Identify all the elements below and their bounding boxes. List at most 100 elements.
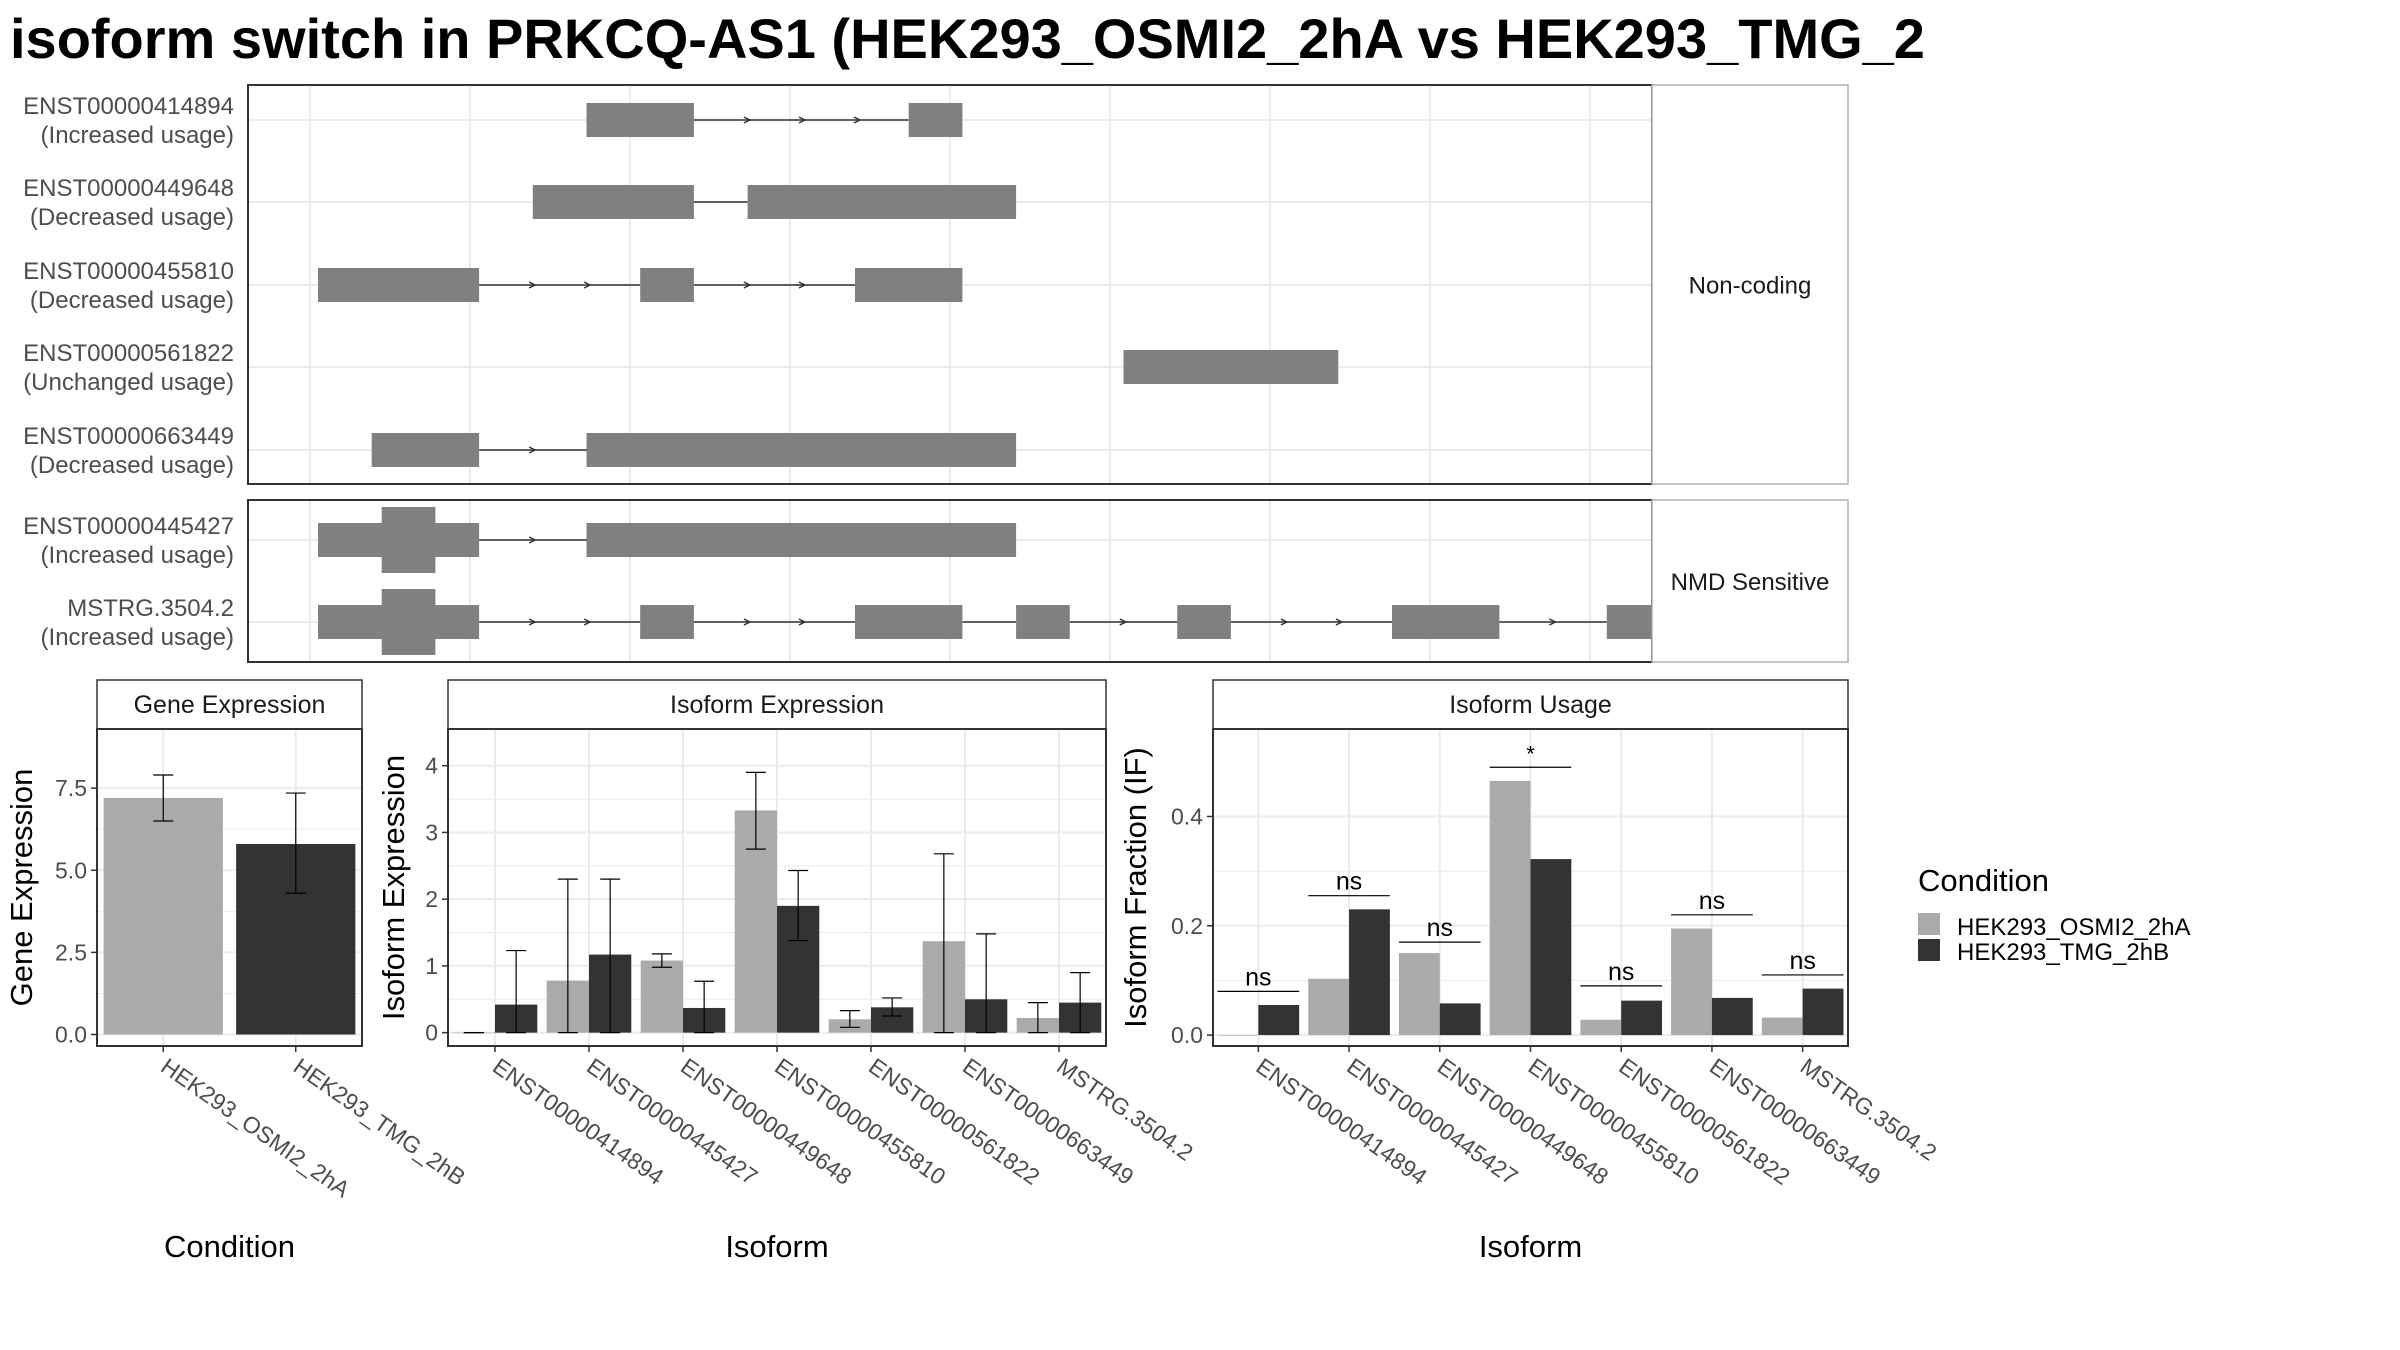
- panel-strip: [1212, 679, 1849, 730]
- bar-cond1: [1580, 1019, 1622, 1036]
- x-axis-title: Condition: [164, 1229, 295, 1264]
- structure-strip: [1651, 499, 1849, 663]
- intron-arrow: [798, 618, 807, 626]
- y-axis-title: Isoform Fraction (IF): [1118, 747, 1153, 1028]
- transcript-id-label: MSTRG.3504.2: [67, 595, 234, 622]
- cds-block: [381, 589, 436, 655]
- exon-block: [908, 103, 963, 137]
- structure-strip-label: NMD Sensitive: [1671, 569, 1830, 596]
- cds-block: [381, 507, 436, 573]
- intron-arrow: [1119, 618, 1128, 626]
- significance-label: ns: [1336, 868, 1362, 896]
- y-tick-label: 5.0: [55, 857, 87, 883]
- transcript-id-label: ENST00000455810: [23, 258, 234, 285]
- intron-arrow: [528, 446, 537, 454]
- y-tick-label: 0.0: [55, 1022, 87, 1048]
- error-bar: [882, 997, 903, 1017]
- exon-block: [747, 185, 1017, 219]
- panel-title: Gene Expression: [134, 691, 326, 719]
- error-bar: [1070, 971, 1091, 1034]
- bar-cond2: [1802, 988, 1844, 1036]
- exon-block: [1392, 605, 1500, 639]
- y-tick-label: 2: [425, 886, 438, 912]
- intron-arrow: [853, 116, 862, 124]
- error-bar: [557, 878, 578, 1034]
- transcript-ENST00000561822: ENST00000561822(Unchanged usage): [23, 340, 1339, 396]
- x-axis-title: Isoform: [1479, 1229, 1582, 1264]
- transcript-usage-label: (Unchanged usage): [23, 369, 234, 396]
- intron-arrow: [583, 618, 592, 626]
- legend-title: Condition: [1918, 863, 2049, 898]
- exon-block: [855, 605, 963, 639]
- intron-arrow: [528, 281, 537, 289]
- bar-cond1: [1761, 1017, 1803, 1036]
- y-tick-label: 2.5: [55, 939, 87, 965]
- intron-arrow: [1280, 618, 1289, 626]
- structure-group-0: ENST00000414894(Increased usage) ENST0000…: [23, 84, 1849, 485]
- panel-strip: [447, 679, 1107, 730]
- significance-label: *: [1526, 741, 1535, 766]
- structure-group-1: ENST00000445427(Increased usage) MSTRG.35…: [23, 499, 1849, 663]
- intron-arrow: [743, 116, 752, 124]
- bar-cond2: [1439, 1003, 1481, 1036]
- significance-label: ns: [1245, 963, 1271, 991]
- structure-strip: [1651, 84, 1849, 485]
- x-tick-label: ENST00000414894: [488, 1053, 669, 1190]
- significance-label: ns: [1699, 887, 1725, 915]
- error-bar: [976, 933, 997, 1034]
- transcript-usage-label: (Increased usage): [41, 542, 234, 569]
- x-axis-title: Isoform: [725, 1229, 828, 1264]
- bar-cond2: [1530, 859, 1572, 1036]
- y-tick-label: 4: [425, 753, 438, 779]
- y-tick-label: 1: [425, 953, 438, 979]
- panel-title: Isoform Expression: [670, 691, 884, 719]
- intron-arrow: [743, 618, 752, 626]
- error-bar: [506, 949, 527, 1034]
- legend-entry-cond1: HEK293_OSMI2_2hA: [1957, 914, 2190, 941]
- transcript-usage-label: (Decreased usage): [30, 287, 234, 314]
- transcript-id-label: ENST00000414894: [23, 93, 234, 120]
- exon-block: [1016, 605, 1070, 639]
- bar-cond2: [1711, 997, 1753, 1036]
- error-bar: [1027, 1002, 1048, 1034]
- error-bar: [600, 878, 621, 1034]
- bar-cond1: [1217, 1035, 1259, 1036]
- y-axis-title: Isoform Expression: [376, 755, 411, 1020]
- exon-block: [855, 268, 963, 302]
- significance-label: ns: [1427, 914, 1453, 942]
- significance-label: ns: [1608, 958, 1634, 986]
- error-bar: [745, 771, 766, 850]
- transcript-ENST00000455810: ENST00000455810(Decreased usage): [23, 258, 963, 314]
- legend-swatch-cond2: [1918, 939, 1940, 961]
- intron-arrow: [798, 281, 807, 289]
- structure-strip-label: Non-coding: [1689, 273, 1812, 300]
- intron-arrow: [528, 536, 537, 544]
- panel-title: Isoform Usage: [1449, 691, 1612, 719]
- transcript-usage-label: (Increased usage): [41, 122, 234, 149]
- figure-title: isoform switch in PRKCQ-AS1 (HEK293_OSMI…: [10, 7, 1925, 70]
- x-tick-label: ENST00000445427: [582, 1053, 762, 1190]
- error-bar: [694, 980, 715, 1034]
- y-tick-label: 0.0: [1171, 1022, 1203, 1048]
- legend-entry-cond2: HEK293_TMG_2hB: [1957, 939, 2169, 966]
- exon-block: [586, 103, 694, 137]
- intron-arrow: [1549, 618, 1558, 626]
- exon-block: [586, 433, 1017, 467]
- x-tick-label: ENST00000561822: [864, 1053, 1044, 1190]
- exon-block: [371, 433, 480, 467]
- bar-cond2: [1258, 1005, 1300, 1036]
- x-tick-label: ENST00000449648: [676, 1053, 856, 1190]
- intron-arrow: [528, 618, 537, 626]
- transcript-id-label: ENST00000445427: [23, 513, 234, 540]
- isoform-expression-chart: Isoform Expression01234ENST00000414894EN…: [376, 679, 1198, 1264]
- bar-cond2: [1621, 1000, 1663, 1036]
- panel-border: [96, 728, 363, 1047]
- exon-block: [532, 185, 694, 219]
- exon-block: [586, 523, 1017, 557]
- y-axis-title: Gene Expression: [4, 769, 39, 1007]
- error-bar: [153, 774, 174, 822]
- error-bar: [788, 869, 809, 942]
- exon-block: [318, 268, 480, 302]
- x-tick-label: ENST00000455810: [770, 1053, 950, 1190]
- y-tick-label: 3: [425, 819, 438, 845]
